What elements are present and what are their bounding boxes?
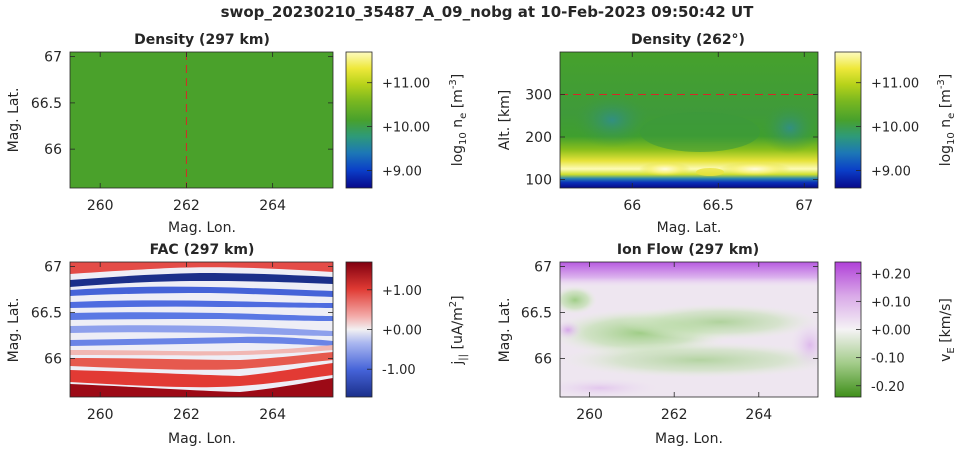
axis-ticks: 260 262 264 66 66.5 67 <box>31 260 333 423</box>
colorbar-tick-label: -1.00 <box>382 363 416 378</box>
figure-title: swop_20230210_35487_A_09_nobg at 10-Feb-… <box>221 3 755 21</box>
colorbar-tick-label: +0.10 <box>871 295 911 310</box>
x-tick-label: 264 <box>259 407 286 423</box>
x-tick-label: 262 <box>661 407 688 423</box>
density-altitude-field <box>560 52 818 188</box>
x-tick-label: 260 <box>576 407 603 423</box>
colorbar-tick-label: +9.00 <box>382 164 422 179</box>
colorbar-label: vE [km/s] <box>938 298 957 362</box>
fac-field <box>70 262 333 397</box>
x-tick-label: 264 <box>745 407 772 423</box>
axis-ticks: 66 66.5 67 100 200 300 <box>525 52 818 214</box>
panel-title: Ion Flow (297 km) <box>617 242 759 258</box>
colorbar-ticks: -1.00 +0.00 +1.00 <box>367 284 422 378</box>
y-tick-label: 66.5 <box>31 306 62 322</box>
panel-ion-flow-297km: Ion Flow (297 km) 260 262 264 66 66.5 67 Mag.… <box>497 242 957 447</box>
x-tick-label: 260 <box>87 198 114 214</box>
y-tick-label: 100 <box>525 173 552 189</box>
colorbar-tick-label: -0.10 <box>871 352 905 367</box>
x-axis-label: Mag. Lon. <box>655 431 723 447</box>
colorbar <box>345 51 373 189</box>
colorbar-label: j|| [uA/m2] <box>448 295 469 365</box>
panel-title: Density (297 km) <box>134 32 270 48</box>
x-tick-label: 66 <box>623 198 641 214</box>
panel-title: FAC (297 km) <box>150 242 255 258</box>
colorbar-tick-label: +10.00 <box>382 121 430 136</box>
y-tick-label: 66.5 <box>31 96 62 112</box>
y-axis-label: Alt. [km] <box>497 90 513 151</box>
x-axis-label: Mag. Lon. <box>168 431 236 447</box>
y-tick-label: 66 <box>534 351 552 367</box>
y-tick-label: 67 <box>44 260 62 276</box>
colorbar-label: log10 ne [m-3] <box>936 74 957 167</box>
y-tick-label: 200 <box>525 130 552 146</box>
ion-flow-field <box>560 262 818 397</box>
y-tick-label: 66 <box>44 142 62 158</box>
y-tick-label: 67 <box>44 50 62 66</box>
colorbar-tick-label: +10.00 <box>871 121 919 136</box>
x-axis-label: Mag. Lat. <box>657 220 722 236</box>
x-tick-label: 262 <box>173 198 200 214</box>
x-tick-label: 264 <box>259 198 286 214</box>
colorbar-ticks: -0.20 -0.10 +0.00 +0.10 +0.20 <box>856 267 911 395</box>
y-tick-label: 67 <box>534 260 552 276</box>
colorbar-tick-label: +11.00 <box>871 77 919 92</box>
x-tick-label: 67 <box>795 198 813 214</box>
x-tick-label: 260 <box>87 407 114 423</box>
y-axis-label: Mag. Lat. <box>497 298 513 363</box>
colorbar-tick-label: +9.00 <box>871 164 911 179</box>
colorbar <box>834 51 862 189</box>
colorbar-label: log10 ne [m-3] <box>448 74 469 167</box>
y-tick-label: 300 <box>525 88 552 104</box>
panel-fac-297km: FAC (297 km) 260 262 264 66 66.5 67 Mag. Lon.… <box>6 242 469 447</box>
x-tick-label: 262 <box>173 407 200 423</box>
y-axis-label: Mag. Lat. <box>6 298 22 363</box>
colorbar-tick-label: -0.20 <box>871 380 905 395</box>
colorbar-tick-label: +0.00 <box>382 324 422 339</box>
axis-ticks: 260 262 264 66 66.5 67 <box>521 260 818 423</box>
y-axis-label: Mag. Lat. <box>6 88 22 153</box>
colorbar-ticks: +9.00 +10.00 +11.00 <box>367 77 430 179</box>
panel-density-262deg: Density (262°) 66 66.5 67 100 200 300 Mag. La… <box>497 32 957 236</box>
colorbar-tick-label: +0.00 <box>871 324 911 339</box>
x-axis-label: Mag. Lon. <box>168 220 236 236</box>
panel-density-297km: Density (297 km) 260 262 264 66 66.5 67 Mag. … <box>6 32 469 236</box>
colorbar-tick-label: +11.00 <box>382 77 430 92</box>
panel-title: Density (262°) <box>631 32 745 48</box>
y-tick-label: 66 <box>44 351 62 367</box>
axis-ticks: 260 262 264 66 66.5 67 <box>31 50 333 214</box>
y-tick-label: 66.5 <box>521 306 552 322</box>
colorbar-tick-label: +0.20 <box>871 267 911 282</box>
x-tick-label: 66.5 <box>703 198 734 214</box>
colorbar-ticks: +9.00 +10.00 +11.00 <box>856 77 919 179</box>
density-field <box>69 51 334 189</box>
colorbar-tick-label: +1.00 <box>382 284 422 299</box>
